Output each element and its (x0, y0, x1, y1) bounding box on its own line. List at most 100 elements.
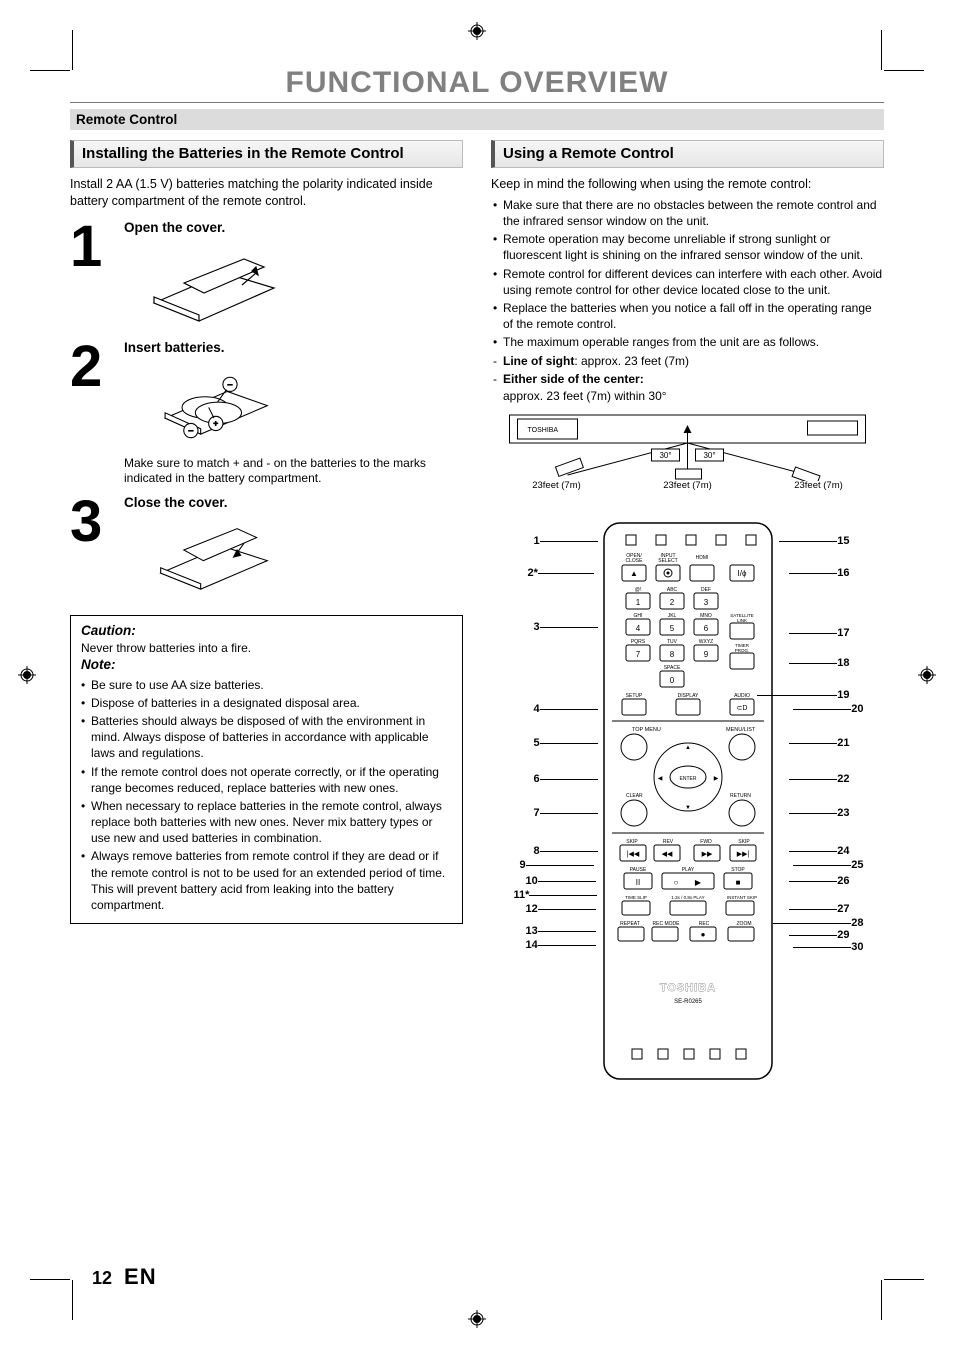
svg-text:9: 9 (703, 650, 708, 659)
note-item: Be sure to use AA size batteries. (81, 677, 452, 693)
svg-text:▼: ▼ (685, 805, 691, 811)
svg-text:SELECT: SELECT (658, 558, 677, 564)
svg-text:SKIP: SKIP (738, 839, 750, 845)
svg-text:|◀◀: |◀◀ (626, 851, 639, 858)
svg-text:TUV: TUV (667, 639, 678, 645)
svg-text:JKL: JKL (667, 613, 676, 619)
note-list: Be sure to use AA size batteries. Dispos… (81, 677, 452, 914)
svg-text:1.3x / 0.8x PLAY: 1.3x / 0.8x PLAY (671, 895, 704, 900)
svg-text:▶: ▶ (694, 878, 701, 887)
range-line-of-sight: Line of sight: approx. 23 feet (7m) (491, 353, 884, 369)
svg-text:AUDIO: AUDIO (734, 693, 750, 699)
callout-29: 29 (789, 929, 849, 941)
callout-17: 17 (789, 627, 849, 639)
svg-text:30°: 30° (703, 451, 715, 460)
svg-text:4: 4 (635, 624, 640, 633)
svg-text:PQRS: PQRS (630, 639, 645, 645)
svg-text:ENTER: ENTER (679, 776, 696, 782)
callout-18: 18 (789, 657, 849, 669)
svg-text:◀: ◀ (657, 776, 662, 782)
svg-text:7: 7 (635, 650, 640, 659)
range-distance-labels: 23feet (7m) 23feet (7m) 23feet (7m) (491, 480, 884, 491)
note-item: Always remove batteries from remote cont… (81, 848, 452, 913)
install-intro: Install 2 AA (1.5 V) batteries matching … (70, 176, 463, 210)
callout-27: 27 (789, 903, 849, 915)
svg-text:@!: @! (634, 587, 640, 593)
right-column: Using a Remote Control Keep in mind the … (491, 140, 884, 1081)
callout-1: 1 (534, 535, 598, 547)
callout-24: 24 (789, 845, 849, 857)
svg-text:SKIP: SKIP (626, 839, 638, 845)
svg-text:TOSHIBA: TOSHIBA (659, 982, 715, 994)
page-title: FUNCTIONAL OVERVIEW (70, 66, 884, 103)
callout-30: 30 (793, 941, 863, 953)
svg-text:DISPLAY: DISPLAY (677, 693, 698, 699)
figure-insert-batteries: – + – (144, 363, 284, 443)
svg-text:–: – (228, 380, 233, 389)
callout-20: 20 (793, 703, 863, 715)
step-number: 3 (70, 495, 114, 545)
callout-7: 7 (534, 807, 598, 819)
callout-10: 10 (526, 875, 596, 887)
svg-text:SETUP: SETUP (625, 693, 642, 699)
tip-item: Remote operation may become unreliable i… (491, 231, 884, 263)
svg-text:–: – (189, 426, 194, 435)
svg-text:8: 8 (669, 650, 674, 659)
callout-5: 5 (534, 737, 598, 749)
svg-text:○: ○ (673, 878, 678, 887)
left-column: Installing the Batteries in the Remote C… (70, 140, 463, 1081)
callout-3: 3 (534, 621, 598, 633)
tips-list: Make sure that there are no obstacles be… (491, 197, 884, 387)
svg-text:▲: ▲ (685, 745, 691, 751)
svg-text:FWD: FWD (700, 839, 712, 845)
note-title: Note: (81, 656, 452, 674)
svg-text:●: ● (700, 930, 705, 939)
svg-text:TOSHIBA: TOSHIBA (528, 427, 559, 434)
svg-text:◀◀: ◀◀ (661, 851, 672, 858)
step-number: 1 (70, 220, 114, 270)
svg-text:2: 2 (669, 598, 674, 607)
svg-text:ZOOM: ZOOM (736, 921, 751, 927)
svg-text:MNO: MNO (700, 613, 712, 619)
tip-item: Remote control for different devices can… (491, 266, 884, 298)
callout-8: 8 (534, 845, 598, 857)
svg-text:30°: 30° (659, 451, 671, 460)
svg-text:6: 6 (703, 624, 708, 633)
svg-text:DEF: DEF (701, 587, 711, 593)
tip-item: The maximum operable ranges from the uni… (491, 334, 884, 350)
callout-21: 21 (789, 737, 849, 749)
callout-12: 12 (526, 903, 596, 915)
svg-text:▶▶: ▶▶ (701, 851, 712, 858)
callout-16: 16 (789, 567, 849, 579)
svg-text:LINK: LINK (736, 618, 746, 623)
svg-text:STOP: STOP (731, 867, 745, 873)
svg-text:RETURN: RETURN (730, 793, 751, 799)
callout-19: 19 (757, 689, 849, 701)
step-number: 2 (70, 340, 114, 390)
step-2: 2 Insert batteries. – + – (70, 340, 463, 487)
svg-text:3: 3 (703, 598, 708, 607)
remote-svg: OPEN/CLOSE INPUTSELECT HDMI ▲ I/ϕ @!ABCD… (598, 521, 778, 1081)
svg-text:+: + (213, 419, 218, 428)
step-1: 1 Open the cover. (70, 220, 463, 332)
svg-text:WXYZ: WXYZ (698, 639, 712, 645)
svg-text:SE-R0265: SE-R0265 (674, 999, 702, 1005)
callout-13: 13 (526, 925, 596, 937)
svg-text:REPEAT: REPEAT (620, 921, 640, 927)
tip-item: Replace the batteries when you notice a … (491, 300, 884, 332)
svg-text:▶: ▶ (713, 776, 718, 782)
svg-text:TIME SLIP: TIME SLIP (625, 895, 647, 900)
section-heading-remote-control: Remote Control (70, 109, 884, 130)
svg-text:ABC: ABC (666, 587, 677, 593)
step-3: 3 Close the cover. (70, 495, 463, 607)
caution-title: Caution: (81, 622, 452, 640)
callout-14: 14 (526, 939, 596, 951)
svg-text:INSTANT SKIP: INSTANT SKIP (726, 895, 756, 900)
svg-text:⊂D: ⊂D (736, 705, 747, 712)
step-title: Open the cover. (124, 220, 463, 235)
callout-28: 28 (773, 917, 863, 929)
note-item: When necessary to replace batteries in t… (81, 798, 452, 847)
svg-text:MENU/LIST: MENU/LIST (726, 727, 756, 733)
using-intro: Keep in mind the following when using th… (491, 176, 884, 193)
step-title: Insert batteries. (124, 340, 463, 355)
